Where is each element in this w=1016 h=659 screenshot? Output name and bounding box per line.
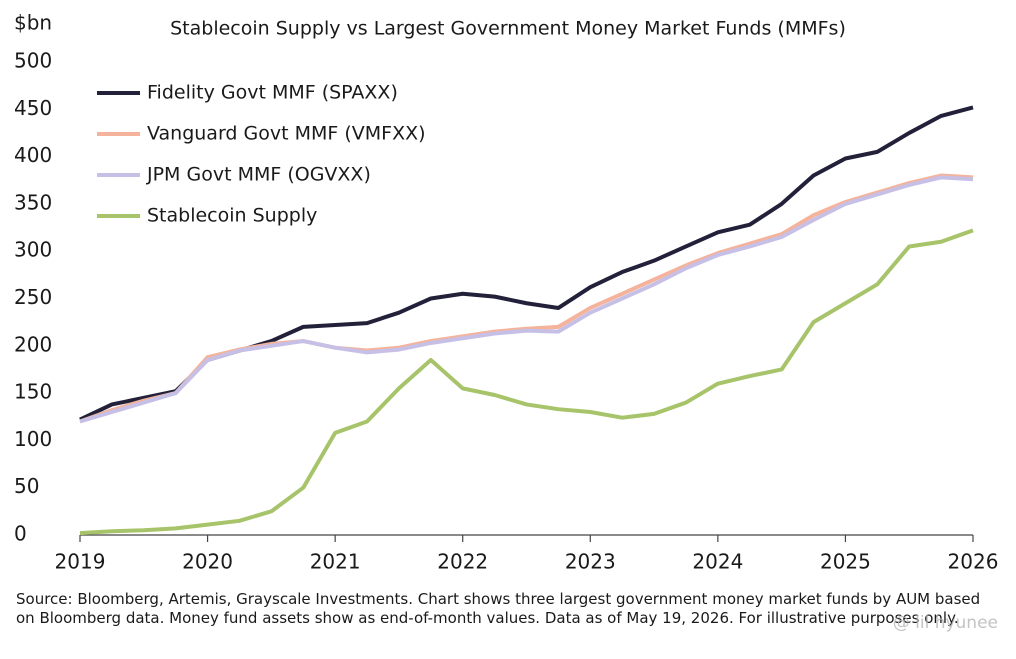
y-tick-label: 100: [14, 427, 52, 451]
legend-label: Fidelity Govt MMF (SPAXX): [147, 82, 398, 104]
legend-label: Stablecoin Supply: [147, 205, 317, 227]
x-tick-label: 2023: [565, 550, 616, 574]
x-tick-label: 2024: [692, 550, 743, 574]
legend-label: Vanguard Govt MMF (VMFXX): [147, 123, 426, 145]
y-tick-label: 450: [14, 96, 52, 120]
x-tick-label: 2022: [437, 550, 488, 574]
series-line: [79, 105, 974, 422]
x-tick-label: 2026: [948, 550, 999, 574]
chart: Stablecoin Supply vs Largest Government …: [14, 11, 999, 574]
x-tick-label: 2025: [820, 550, 871, 574]
y-tick-label: 350: [14, 190, 52, 214]
y-tick-label: 0: [14, 522, 27, 546]
x-tick-label: 2020: [182, 550, 233, 574]
footnote: Source: Bloomberg, Artemis, Grayscale In…: [16, 590, 981, 627]
series-line: [79, 228, 974, 536]
y-tick-label: 250: [14, 285, 52, 309]
y-tick-label: 50: [14, 474, 39, 498]
y-axis-label: $bn: [14, 11, 52, 35]
x-tick-label: 2021: [310, 550, 361, 574]
chart-title: Stablecoin Supply vs Largest Government …: [170, 18, 846, 40]
y-tick-label: 400: [14, 143, 52, 167]
y-tick-label: 500: [14, 49, 52, 73]
legend-label: JPM Govt MMF (OGVXX): [146, 164, 371, 186]
x-tick-label: 2019: [55, 550, 106, 574]
watermark: @ lil hyunee: [892, 613, 998, 633]
series-line: [79, 175, 974, 424]
y-tick-label: 300: [14, 238, 52, 262]
y-tick-label: 150: [14, 380, 52, 404]
y-tick-label: 200: [14, 332, 52, 356]
